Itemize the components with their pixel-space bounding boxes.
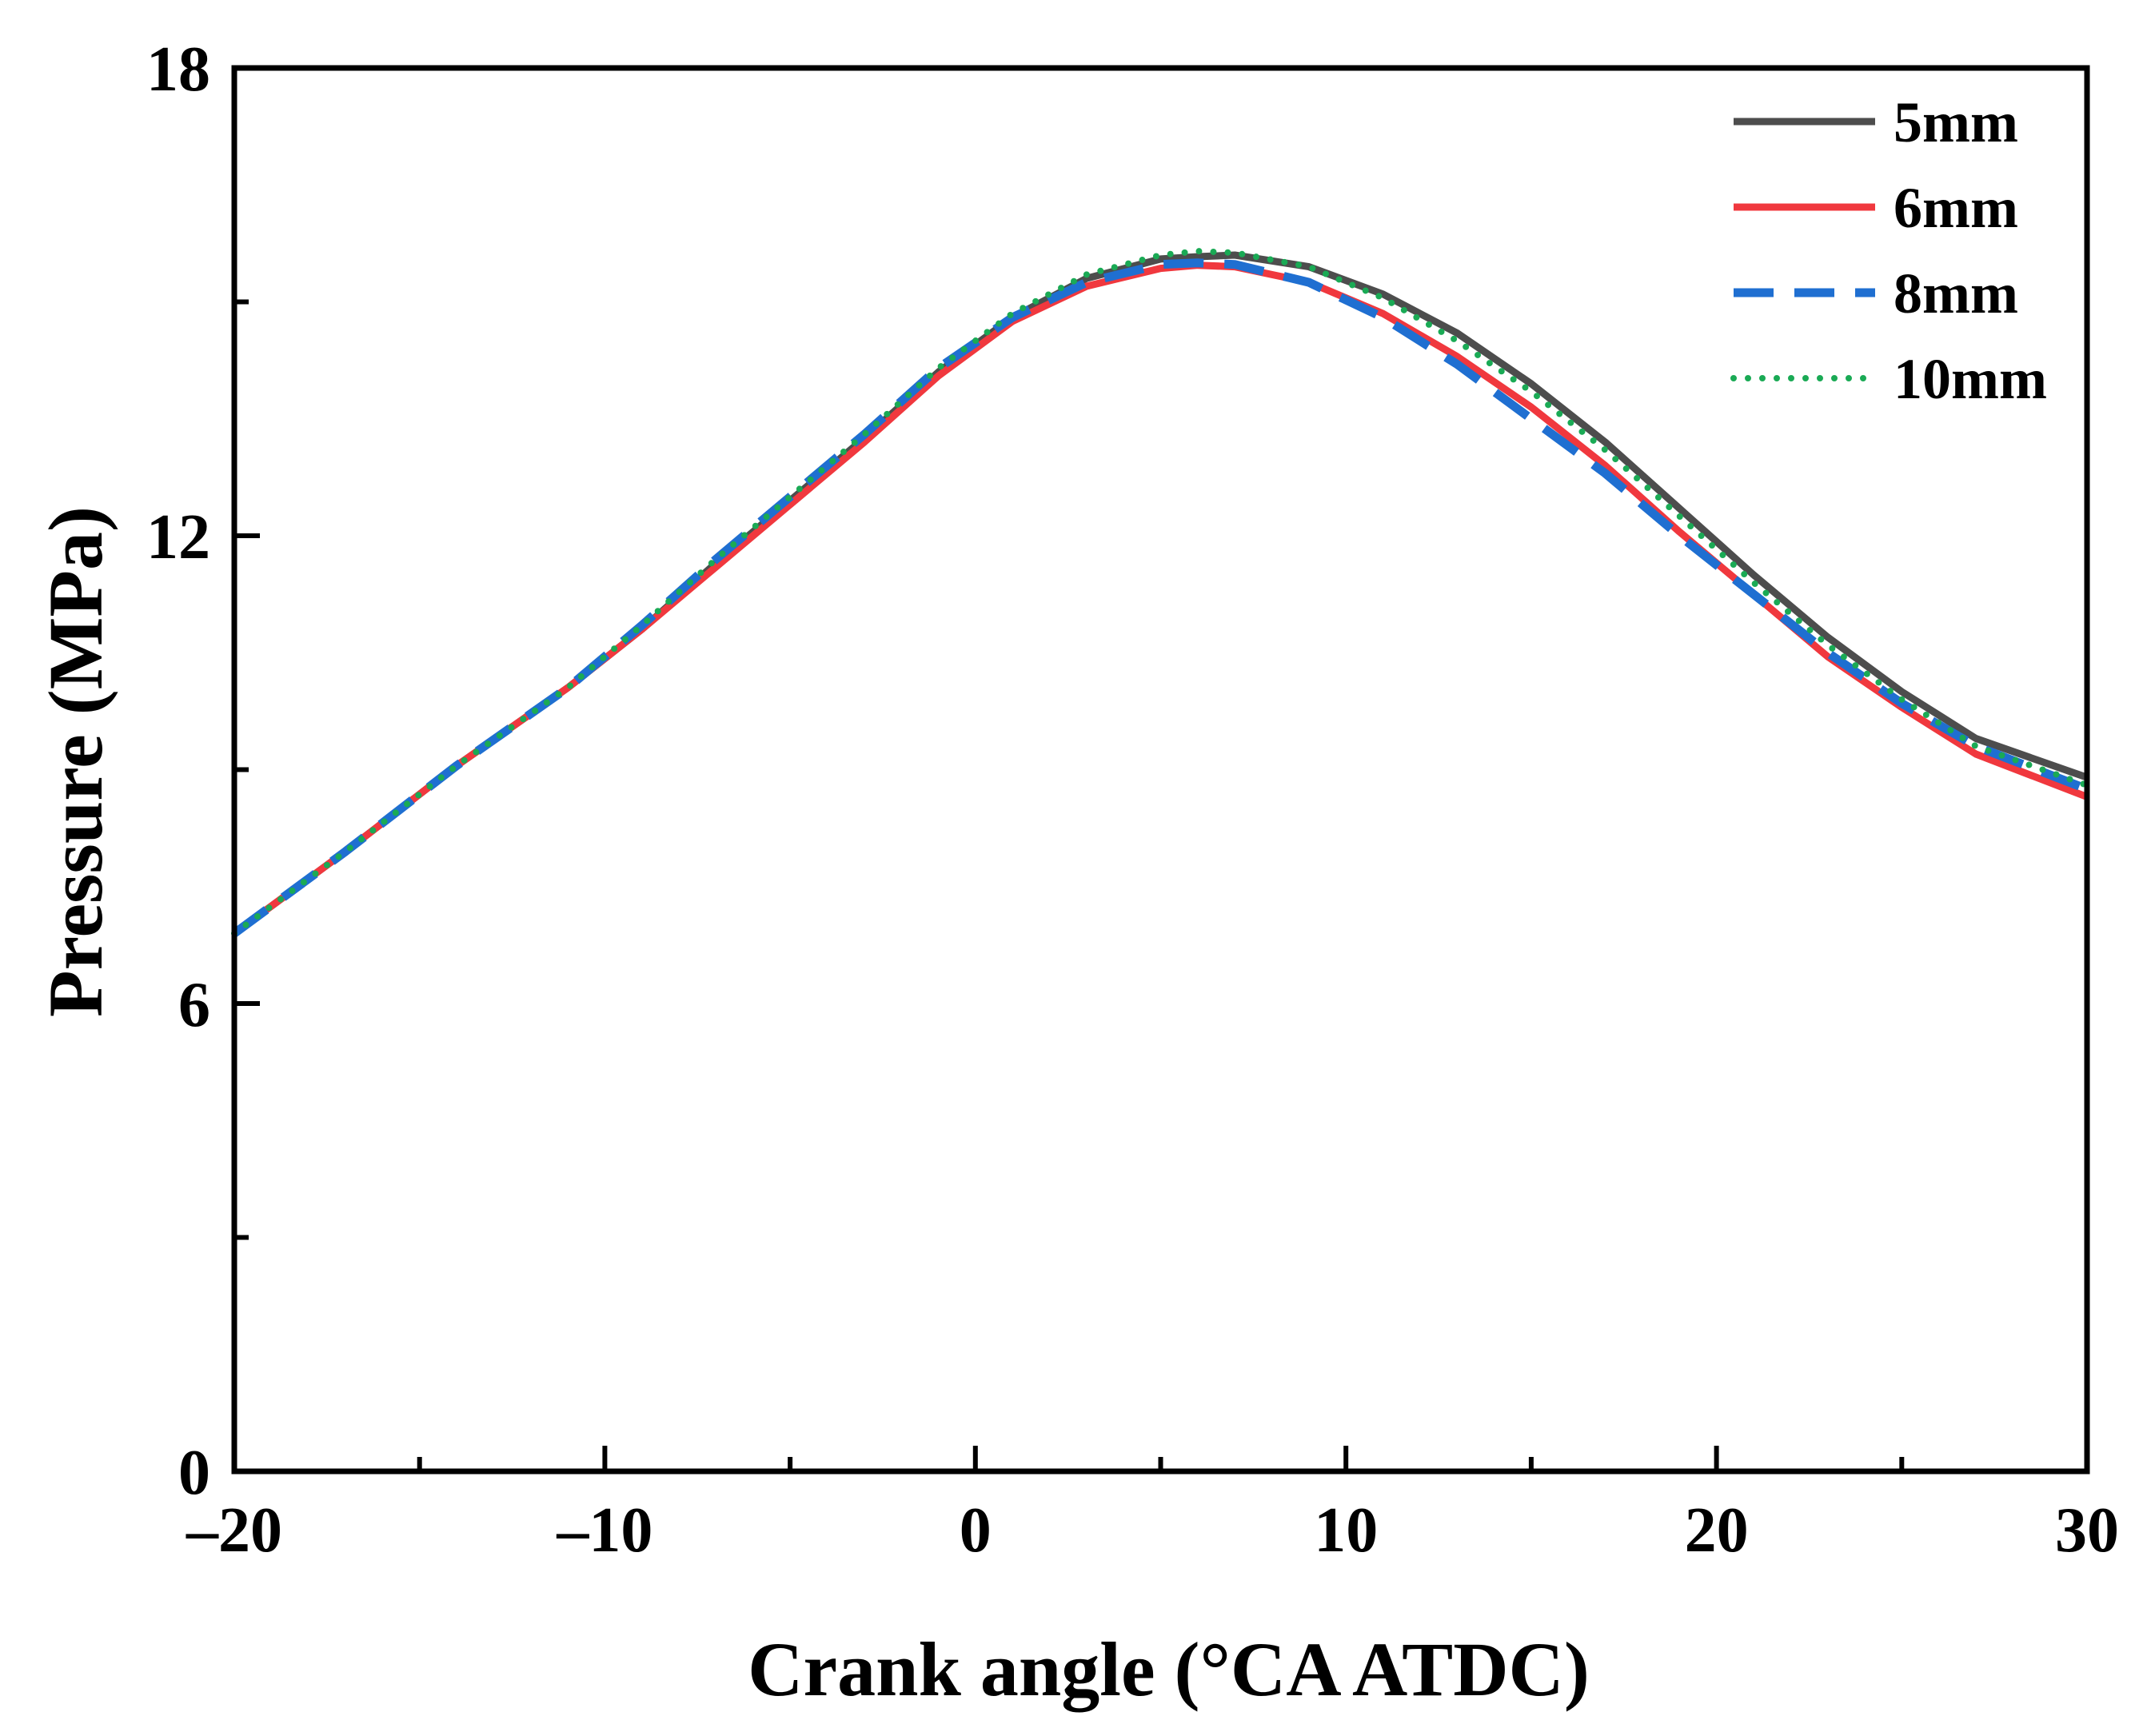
x-tick-label: 30 bbox=[2055, 1495, 2119, 1566]
x-tick-label: 0 bbox=[960, 1495, 992, 1566]
x-tick-label: 10 bbox=[1314, 1495, 1378, 1566]
series-line-10mm bbox=[231, 248, 2090, 937]
y-axis-title: Pressure (MPa) bbox=[33, 506, 118, 1017]
x-tick-label: 20 bbox=[1685, 1495, 1749, 1566]
y-tick-label: 12 bbox=[146, 502, 210, 573]
x-axis-title: Crank angle (°CA ATDC) bbox=[748, 1626, 1590, 1712]
y-tick-label: 0 bbox=[178, 1438, 210, 1508]
plot-frame bbox=[231, 65, 2090, 1475]
legend-label-5mm: 5mm bbox=[1894, 90, 2018, 154]
legend-label-6mm: 6mm bbox=[1894, 176, 2018, 240]
series-layer bbox=[231, 248, 2090, 937]
y-tick-label: 18 bbox=[146, 34, 210, 105]
series-line-5mm bbox=[232, 251, 2089, 936]
series-line-8mm bbox=[231, 258, 2089, 937]
tick-labels-layer: –20 –10 0 10 20 30 0 6 12 18 bbox=[146, 34, 2119, 1566]
x-tick-label: –20 bbox=[186, 1495, 282, 1566]
y-tick-label: 6 bbox=[178, 970, 210, 1040]
series-line-6mm bbox=[232, 261, 2089, 936]
ticks-layer bbox=[232, 66, 2089, 1474]
legend: 5mm 6mm 8mm 10mm bbox=[1730, 90, 2047, 411]
x-tick-label: –10 bbox=[556, 1495, 652, 1566]
legend-label-8mm: 8mm bbox=[1894, 261, 2018, 325]
legend-label-10mm: 10mm bbox=[1894, 347, 2047, 411]
